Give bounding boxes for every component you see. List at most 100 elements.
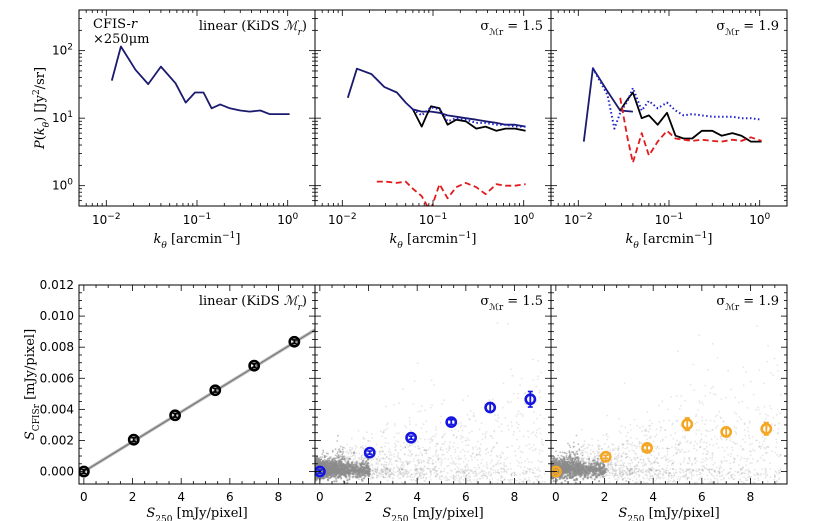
cloud-point: [464, 450, 466, 453]
cloud-point: [503, 463, 505, 466]
cloud-point: [351, 466, 354, 469]
cloud-point: [398, 469, 401, 472]
cloud-point: [654, 459, 657, 461]
cloud-point: [414, 446, 417, 448]
cloud-point: [364, 457, 366, 460]
cloud-point: [454, 428, 457, 431]
cloud-point: [440, 475, 443, 477]
cloud-point: [422, 423, 425, 425]
cloud-point: [377, 463, 379, 465]
cloud-point: [371, 463, 373, 465]
cloud-point: [599, 476, 602, 479]
cloud-point: [766, 360, 769, 363]
cloud-point: [452, 460, 454, 463]
cloud-point: [428, 459, 430, 462]
cloud-point: [627, 439, 629, 442]
cloud-point: [399, 470, 401, 473]
cloud-point: [524, 478, 527, 481]
cloud-point: [771, 423, 773, 426]
cloud-point: [354, 461, 357, 464]
cloud-point: [611, 443, 613, 446]
cloud-point: [444, 440, 446, 443]
cloud-point: [668, 475, 670, 478]
cloud-point: [487, 451, 490, 454]
cloud-point: [371, 476, 374, 478]
cloud-point: [382, 470, 385, 473]
cloud-point: [636, 465, 638, 468]
cloud-point: [531, 358, 534, 361]
cloud-point: [383, 460, 386, 463]
cloud-point: [425, 449, 427, 452]
cloud-point: [634, 458, 636, 461]
cloud-point: [397, 454, 399, 457]
cloud-point: [649, 472, 651, 475]
cloud-point: [473, 466, 476, 469]
cloud-point: [455, 436, 458, 439]
cloud-point: [496, 414, 499, 416]
cloud-point: [520, 462, 523, 464]
cloud-point: [513, 473, 516, 475]
cloud-point: [465, 425, 467, 428]
cloud-point: [374, 456, 376, 459]
cloud-point: [510, 474, 513, 476]
cloud-point: [364, 445, 367, 448]
cloud-point: [520, 495, 522, 497]
cloud-point: [437, 467, 440, 470]
cloud-point: [416, 362, 419, 365]
cloud-point: [349, 446, 351, 449]
cloud-point: [425, 473, 427, 475]
cloud-point: [466, 474, 468, 477]
cloud-point: [397, 452, 400, 454]
cloud-point: [493, 430, 496, 433]
cloud-point: [437, 457, 440, 460]
cloud-point: [537, 488, 539, 490]
cloud-point: [743, 457, 746, 460]
cloud-point: [398, 472, 401, 475]
cloud-point: [492, 491, 494, 493]
cloud-point: [420, 474, 422, 477]
cloud-point: [666, 464, 669, 467]
cloud-point: [444, 479, 447, 481]
cloud-point: [449, 494, 451, 496]
cloud-point: [330, 472, 333, 476]
cloud-point: [613, 463, 616, 466]
cloud-point: [459, 426, 462, 428]
cloud-point: [374, 468, 377, 470]
cloud-point: [700, 438, 703, 440]
cloud-point: [384, 468, 387, 471]
cloud-point: [484, 435, 487, 438]
panel-annotation: linear (KiDS ℳr): [199, 19, 307, 38]
cloud-point: [483, 403, 486, 405]
cloud-point: [478, 484, 480, 486]
cloud-point: [382, 469, 384, 472]
cloud-point: [319, 464, 322, 467]
cloud-point: [379, 450, 381, 452]
cloud-point: [538, 497, 540, 499]
cloud-point: [646, 438, 648, 441]
cloud-point: [357, 468, 360, 471]
cloud-point: [360, 455, 362, 458]
cloud-point: [731, 440, 734, 443]
cloud-point: [716, 474, 718, 477]
cloud-point: [749, 476, 751, 479]
cloud-point: [360, 456, 363, 459]
cloud-point: [357, 457, 360, 459]
cloud-point: [629, 471, 632, 473]
cloud-point: [344, 467, 347, 470]
cloud-point: [445, 475, 447, 478]
cloud-point: [492, 464, 495, 467]
cloud-point: [437, 443, 440, 445]
cloud-point: [376, 468, 379, 471]
cloud-point: [406, 460, 408, 463]
cloud-point: [343, 457, 346, 460]
cloud-point: [538, 486, 540, 488]
cloud-point: [598, 455, 601, 458]
cloud-point: [388, 474, 390, 477]
cloud-point: [392, 453, 395, 456]
cloud-point: [657, 474, 659, 476]
cloud-point: [538, 391, 541, 394]
cloud-point: [417, 447, 420, 450]
cloud-point: [510, 368, 512, 371]
cloud-point: [451, 485, 453, 487]
cloud-point: [526, 467, 529, 470]
